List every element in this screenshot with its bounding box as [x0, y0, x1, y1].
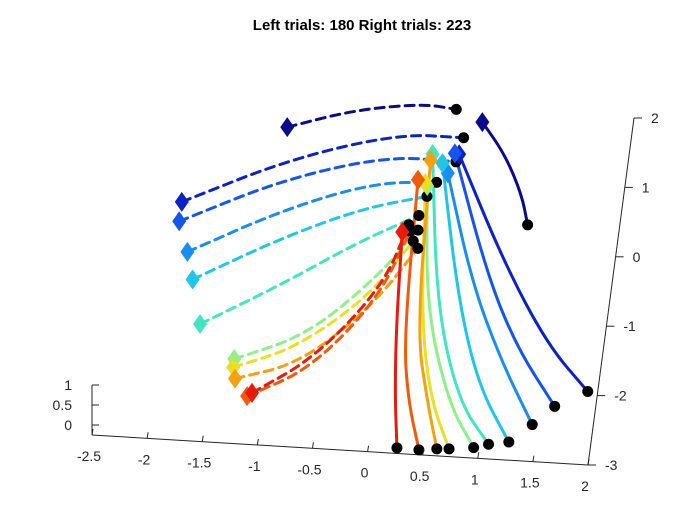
start-marker-11	[475, 112, 490, 133]
end-marker-4	[421, 190, 433, 202]
x-tick-mark-5	[367, 445, 370, 452]
trajectory-left-8	[233, 246, 420, 381]
end-marker-14	[526, 419, 538, 431]
end-marker-1	[458, 132, 470, 144]
end-marker-20	[413, 444, 425, 456]
trajectory-left-4	[191, 194, 429, 281]
start-marker-21	[395, 222, 410, 243]
end-marker-12	[582, 386, 594, 398]
start-marker-8	[228, 368, 243, 389]
x-tick-mark-3	[256, 438, 259, 446]
trajectory-right-16	[431, 152, 491, 446]
y-tick-label: -1	[623, 318, 636, 334]
trajectory-right-13	[453, 151, 557, 408]
trajectory-right-18	[421, 181, 451, 451]
start-marker-0	[280, 117, 295, 138]
end-marker-8	[412, 242, 424, 254]
start-marker-2	[172, 211, 187, 232]
end-marker-21	[391, 442, 403, 454]
x-tick-mark-8	[532, 455, 535, 462]
tick-label-layer: -2.5 -2 -1.5 -1 -0.5 0 0.5 1 1.5 2 2 1 0 -1 -2 -3 1 0.5 0	[53, 110, 659, 494]
y-tick-label: -3	[605, 457, 618, 473]
x-tick-label: 1	[471, 471, 479, 487]
end-marker-5	[413, 210, 425, 222]
trajectory-right-19	[418, 158, 439, 451]
y-tick-label: -2	[614, 388, 627, 404]
trajectory-left-2	[177, 157, 458, 223]
x-tick-mark-6	[422, 448, 425, 456]
end-marker-19	[431, 443, 443, 455]
x-tick-mark-4	[311, 442, 314, 449]
end-marker-16	[483, 438, 495, 450]
x-tick-label: -2	[138, 451, 151, 467]
y-tick-label: 0	[633, 249, 641, 265]
end-marker-0	[450, 103, 462, 115]
x-tick-mark-1	[146, 432, 149, 439]
x-tick-label: -1	[248, 458, 261, 474]
trajectory-left-1	[180, 134, 466, 204]
trajectory-left-6	[232, 228, 420, 361]
trajectory-right-20	[404, 178, 421, 452]
trajectory-right-21	[393, 230, 404, 450]
x-tick-label: 0.5	[410, 468, 430, 484]
start-marker-4	[185, 269, 200, 290]
end-marker-13	[549, 400, 561, 412]
trajectory-left-5	[198, 214, 421, 326]
trajectory-left-3	[185, 180, 439, 254]
x-tick-label: -1.5	[187, 455, 211, 471]
chart-title: Left trials: 180 Right trials: 223	[253, 17, 471, 34]
x-tick-mark-0	[91, 428, 94, 436]
trajectory-left-0	[285, 103, 458, 129]
z-tick-label: 0.5	[53, 397, 73, 413]
start-marker-13	[447, 143, 462, 164]
trajectory-right-12	[457, 152, 590, 394]
trajectory-left-9	[245, 229, 412, 398]
start-marker-19	[423, 150, 438, 171]
start-marker-20	[411, 169, 426, 190]
start-marker-1	[174, 191, 189, 212]
y-axis-line	[587, 117, 635, 466]
x-tick-label: -2.5	[77, 448, 101, 464]
end-marker-15	[503, 436, 515, 448]
x-tick-label: -0.5	[297, 461, 321, 477]
end-marker-11	[522, 219, 534, 231]
end-marker-17	[468, 442, 480, 454]
z-tick-label: 0	[64, 417, 72, 433]
x-tick-label: 2	[581, 478, 589, 494]
start-marker-10	[245, 382, 260, 403]
trajectory-layer	[172, 103, 594, 456]
start-marker-3	[180, 241, 195, 262]
start-marker-15	[435, 153, 450, 174]
x-tick-mark-9	[587, 458, 590, 466]
axes-frame	[91, 117, 635, 466]
trajectory-right-15	[440, 161, 511, 444]
trajectory-left-10	[250, 223, 411, 395]
start-marker-5	[193, 314, 208, 335]
x-tick-label: 1.5	[520, 475, 540, 491]
x-tick-label: 0	[361, 465, 369, 481]
trajectory-right-14	[446, 171, 534, 427]
y-tick-label: 1	[642, 179, 650, 195]
end-marker-18	[443, 443, 455, 455]
x-tick-mark-2	[201, 435, 204, 442]
x-tick-mark-7	[477, 452, 480, 459]
x-axis-line	[91, 434, 589, 466]
trajectory-right-17	[425, 184, 476, 450]
trajectory-right-11	[480, 120, 530, 227]
z-tick-label: 1	[64, 377, 72, 393]
y-tick-label: 2	[651, 110, 659, 126]
end-marker-3	[431, 176, 443, 188]
